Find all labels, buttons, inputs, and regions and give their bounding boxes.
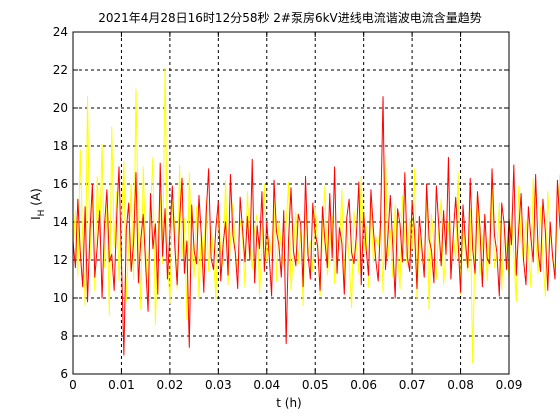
y-tick-label: 10 bbox=[53, 291, 68, 305]
y-tick-label: 8 bbox=[60, 329, 68, 343]
x-tick-label: 0.03 bbox=[205, 378, 232, 392]
y-tick-label: 12 bbox=[53, 253, 68, 267]
y-tick-label: 22 bbox=[53, 63, 68, 77]
x-axis-label: t (h) bbox=[276, 396, 302, 410]
x-tick-label: 0.06 bbox=[350, 378, 377, 392]
x-tick-label: 0.09 bbox=[496, 378, 523, 392]
y-tick-label: 16 bbox=[53, 177, 68, 191]
series-line-1 bbox=[72, 67, 560, 364]
y-axis-label-unit: (A) bbox=[29, 188, 43, 209]
y-tick-label: 14 bbox=[53, 215, 68, 229]
x-tick-label: 0.04 bbox=[253, 378, 280, 392]
plot-background bbox=[73, 32, 509, 374]
y-axis-label-sub: H bbox=[37, 210, 47, 217]
y-tick-label: 18 bbox=[53, 139, 68, 153]
x-tick-label: 0.08 bbox=[447, 378, 474, 392]
plot-area: 0 0.01 0.02 0.03 0.04 0.05 0.06 0.07 0.08 0.09 6 8 1… bbox=[53, 25, 560, 392]
x-tick-label: 0.07 bbox=[399, 378, 426, 392]
y-tick-label: 24 bbox=[53, 25, 68, 39]
x-tick-label: 0.01 bbox=[108, 378, 135, 392]
y-axis-label: IH (A) bbox=[29, 188, 47, 220]
x-tick-label: 0 bbox=[69, 378, 77, 392]
y-tick-label: 6 bbox=[60, 367, 68, 381]
x-tick-label: 0.05 bbox=[302, 378, 329, 392]
y-tick-label: 20 bbox=[53, 101, 68, 115]
plot-frame bbox=[72, 31, 510, 375]
series-line-2 bbox=[72, 96, 560, 356]
x-tick-label: 0.02 bbox=[157, 378, 184, 392]
chart-title: 2021年4月28日16时12分58秒 2#泵房6kV进线电流谐波电流含量趋势 bbox=[98, 10, 482, 25]
y-axis-label-main: I bbox=[29, 216, 43, 220]
